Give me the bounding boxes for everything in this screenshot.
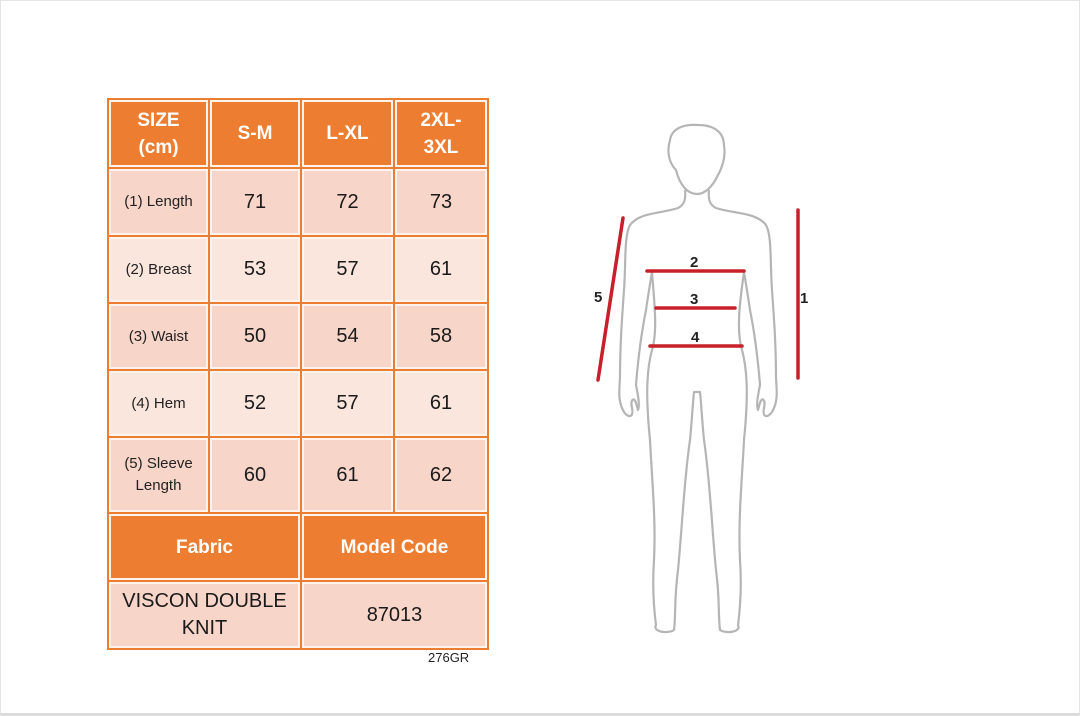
model-code-value: 87013 [300, 580, 489, 650]
cell: 73 [393, 167, 489, 237]
cell: 61 [393, 369, 489, 438]
header-2xl-3xl-label: 2XL-3XL [420, 109, 462, 158]
label-2: 2 [690, 254, 698, 271]
header-fabric: Fabric [107, 512, 302, 582]
table-row: (5) Sleeve Length 60 61 62 [107, 436, 489, 514]
sleeve-line [596, 216, 625, 382]
cell: 72 [300, 167, 395, 237]
row-label: (5) Sleeve Length [107, 436, 210, 514]
header-s-m: S-M [208, 98, 302, 169]
product-code-label: 276GR [428, 650, 470, 665]
row-label: (3) Waist [107, 302, 210, 371]
table-header-row: SIZE (cm) S-M L-XL 2XL-3XL [107, 98, 489, 169]
fabric-row: VISCON DOUBLE KNIT 87013 [107, 580, 489, 650]
body-outline [618, 123, 778, 634]
table-row: (3) Waist 50 54 58 [107, 302, 489, 371]
fabric-value: VISCON DOUBLE KNIT [107, 580, 302, 650]
cell: 60 [208, 436, 302, 514]
cell: 57 [300, 235, 395, 304]
row-label: (1) Length [107, 167, 210, 237]
label-5: 5 [594, 289, 602, 306]
cell: 71 [208, 167, 302, 237]
cell: 52 [208, 369, 302, 438]
label-3: 3 [690, 291, 698, 308]
header-2xl-3xl: 2XL-3XL [393, 98, 489, 169]
label-1: 1 [800, 290, 808, 307]
cell: 53 [208, 235, 302, 304]
label-4: 4 [691, 329, 700, 346]
header-model-code: Model Code [300, 512, 489, 582]
table-row: (1) Length 71 72 73 [107, 167, 489, 237]
header-l-xl: L-XL [300, 98, 395, 169]
header-size: SIZE (cm) [107, 98, 210, 169]
fabric-header-row: Fabric Model Code [107, 512, 489, 582]
cell: 50 [208, 302, 302, 371]
size-chart-table: SIZE (cm) S-M L-XL 2XL-3XL (1) Length 71 … [107, 98, 489, 650]
cell: 61 [393, 235, 489, 304]
cell: 61 [300, 436, 395, 514]
table-row: (4) Hem 52 57 61 [107, 369, 489, 438]
cell: 62 [393, 436, 489, 514]
cell: 57 [300, 369, 395, 438]
row-label: (2) Breast [107, 235, 210, 304]
row-label: (4) Hem [107, 369, 210, 438]
cell: 58 [393, 302, 489, 371]
table-row: (2) Breast 53 57 61 [107, 235, 489, 304]
measurement-lines [596, 208, 800, 382]
cell: 54 [300, 302, 395, 371]
